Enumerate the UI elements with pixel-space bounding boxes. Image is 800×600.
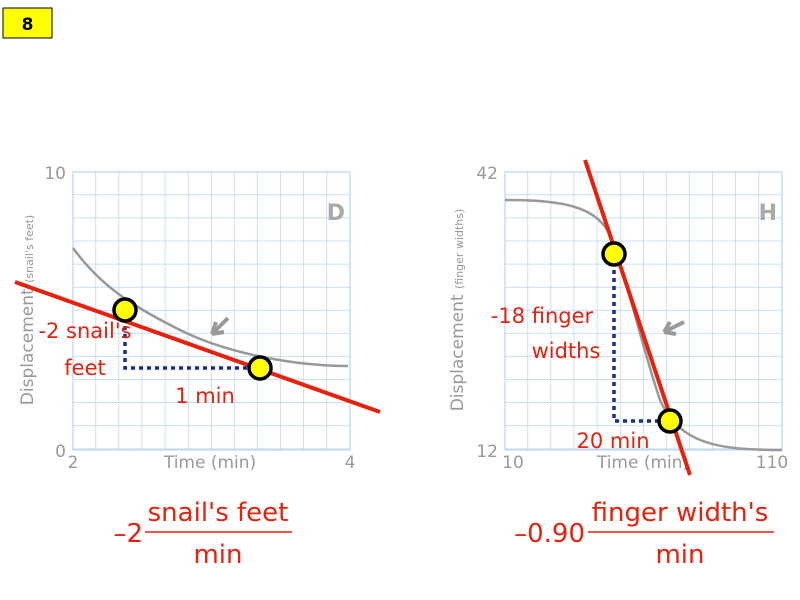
point xyxy=(112,297,138,323)
arrow xyxy=(210,316,230,336)
point xyxy=(601,241,627,267)
y-tick-label: 12 xyxy=(476,442,498,462)
curve xyxy=(504,198,783,452)
rate-numerator: snail's feet xyxy=(148,498,289,528)
rise-label: -2 snail's xyxy=(38,319,131,343)
x-tick-label: 110 xyxy=(756,453,788,473)
x-axis-title: Time (min) xyxy=(163,453,256,473)
point xyxy=(657,408,683,434)
run-label: 20 min xyxy=(577,429,650,453)
badge: 8 xyxy=(22,15,34,35)
rate-denominator: min xyxy=(655,540,704,570)
rate-numerator: finger width's xyxy=(592,498,769,528)
panel-letter: D xyxy=(327,201,345,226)
y-axis-title-text: Displacement xyxy=(18,288,38,405)
tangent xyxy=(14,280,381,414)
y-axis-unit: (finger widths) xyxy=(453,209,466,289)
y-tick-label: 42 xyxy=(476,164,498,184)
run-label: 1 min xyxy=(175,384,235,408)
panel-letter: H xyxy=(759,201,777,226)
grid xyxy=(504,171,783,451)
x-tick-label: 2 xyxy=(68,453,79,473)
arrow xyxy=(662,320,685,336)
rise-label: -18 finger xyxy=(491,304,594,328)
y-tick-label: 10 xyxy=(44,164,66,184)
y-axis-title-text: Displacement xyxy=(448,294,468,411)
panel-h: H Displacement (finger widths) 42 12 10 … xyxy=(448,159,788,570)
rate-coefficient: –2 xyxy=(113,519,143,549)
badge-box xyxy=(2,7,53,39)
rise-run xyxy=(123,310,260,370)
y-axis-unit: (snail's feet) xyxy=(23,215,36,283)
y-axis-title: Displacement (finger widths) xyxy=(448,209,468,412)
rise-label: feet xyxy=(64,356,105,380)
x-tick-label: 10 xyxy=(502,453,524,473)
x-axis-title: Time (min) xyxy=(596,453,689,473)
y-axis-title: Displacement (snail's feet) xyxy=(18,215,38,405)
y-tick-label: 0 xyxy=(55,442,66,462)
rise-label: widths xyxy=(532,339,601,363)
rate-denominator: min xyxy=(193,540,242,570)
curve xyxy=(71,247,349,368)
rate-coefficient: –0.90 xyxy=(514,519,585,549)
x-tick-label: 4 xyxy=(345,453,356,473)
point xyxy=(247,355,273,381)
panel-d: D Displacement (snail's feet) 10 0 2 4 T… xyxy=(14,164,381,570)
